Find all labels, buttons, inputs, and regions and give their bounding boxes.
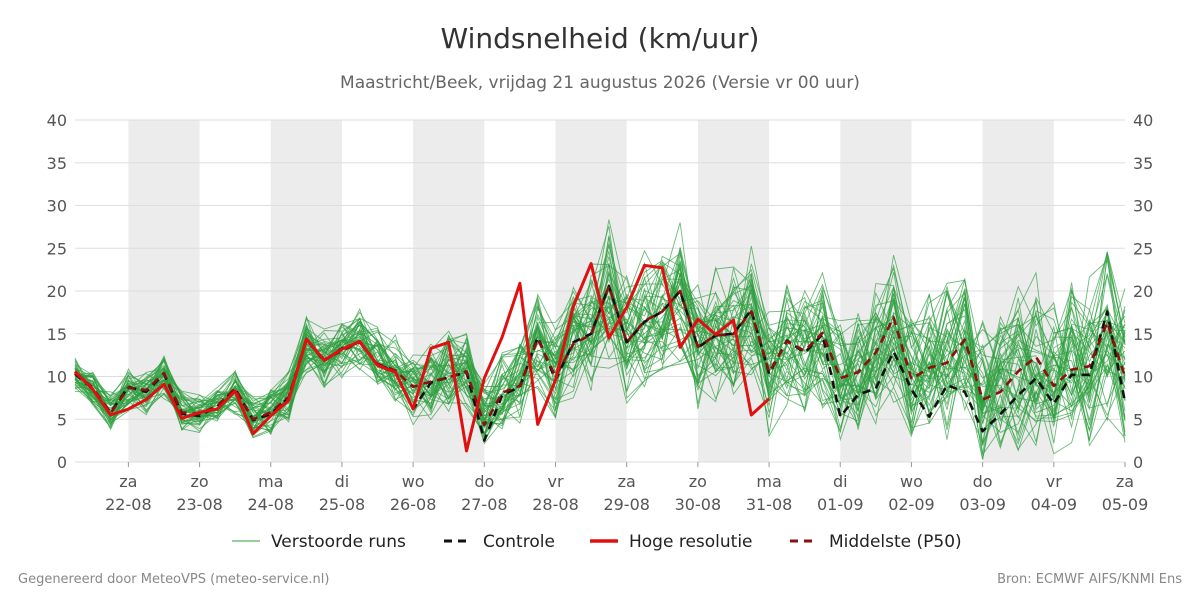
ensemble-member-line [74,235,1126,418]
ensemble-member-line [74,256,1126,438]
ensemble-member-line [74,296,1126,431]
y-tick-label-left: 35 [47,154,67,173]
x-tick-day-label: di [833,472,848,491]
y-tick-label-right: 10 [1133,368,1153,387]
x-tick-day-label: za [119,472,137,491]
ensemble-member-line [74,281,1126,454]
x-tick-day-label: wo [900,472,923,491]
x-tick-day-label: do [973,472,993,491]
y-tick-label-left: 5 [57,410,67,429]
ensemble-member-line [74,260,1126,439]
x-tick-day-label: ma [258,472,283,491]
y-tick-label-right: 30 [1133,197,1153,216]
y-tick-label-right: 20 [1133,282,1153,301]
y-tick-label-right: 35 [1133,154,1153,173]
x-tick-date-label: 22-08 [105,495,152,514]
footer-generator: Gegenereerd door MeteoVPS (meteo-service… [18,572,330,587]
legend-label-control: Controle [483,532,555,552]
x-tick-day-label: ma [756,472,781,491]
y-tick-label-right: 5 [1133,410,1143,429]
x-tick-date-label: 29-08 [603,495,650,514]
x-tick-date-label: 03-09 [959,495,1006,514]
y-tick-label-right: 0 [1133,453,1143,472]
ensemble-member-line [74,272,1126,445]
legend-label-median: Middelste (P50) [829,532,962,552]
x-tick-date-label: 23-08 [176,495,223,514]
axes: 0 0 5 5 10 10 15 15 20 20 25 25 30 30 35 35 40 40 za 22-08 z… [47,111,1154,514]
y-tick-label-right: 25 [1133,239,1153,258]
y-tick-label-left: 10 [47,368,67,387]
x-tick-day-label: vr [547,472,563,491]
legend-label-ensemble: Verstoorde runs [271,532,406,552]
x-tick-date-label: 31-08 [746,495,793,514]
y-tick-label-left: 20 [47,282,67,301]
y-tick-label-left: 30 [47,197,67,216]
y-tick-label-left: 40 [47,111,67,130]
y-tick-label-left: 15 [47,325,67,344]
x-tick-day-label: vr [1046,472,1062,491]
high-res-line [73,262,771,453]
ensemble-member-line [74,294,1126,425]
x-tick-day-label: do [474,472,494,491]
y-tick-label-right: 40 [1133,111,1153,130]
x-tick-date-label: 25-08 [319,495,366,514]
x-tick-day-label: za [1116,472,1134,491]
ensemble-member-line [74,284,1126,444]
x-tick-date-label: 02-09 [888,495,935,514]
x-tick-date-label: 04-09 [1031,495,1078,514]
x-tick-day-label: za [618,472,636,491]
y-tick-label-left: 25 [47,239,67,258]
footer-source: Bron: ECMWF AIFS/KNMI Ens [997,572,1182,587]
x-tick-day-label: di [335,472,350,491]
x-tick-day-label: zo [190,472,208,491]
chart-subtitle: Maastricht/Beek, vrijdag 21 augustus 202… [340,73,860,93]
chart-title: Windsnelheid (km/uur) [440,22,760,55]
legend-label-high_res: Hoge resolutie [629,532,753,552]
x-tick-day-label: zo [689,472,707,491]
x-tick-date-label: 28-08 [532,495,579,514]
x-tick-date-label: 26-08 [390,495,437,514]
legend: Verstoorde runs Controle Hoge resolutie Mid… [232,532,962,552]
x-tick-day-label: wo [402,472,425,491]
x-tick-date-label: 01-09 [817,495,864,514]
x-tick-date-label: 30-08 [675,495,722,514]
x-tick-date-label: 27-08 [461,495,508,514]
x-tick-date-label: 05-09 [1102,495,1149,514]
ensemble-member-line [74,225,1126,437]
y-tick-label-right: 15 [1133,325,1153,344]
control-line [74,284,1127,442]
y-tick-label-left: 0 [57,453,67,472]
x-tick-date-label: 24-08 [248,495,295,514]
ensemble-member-line [74,244,1126,431]
main-series-lines [73,262,1127,453]
